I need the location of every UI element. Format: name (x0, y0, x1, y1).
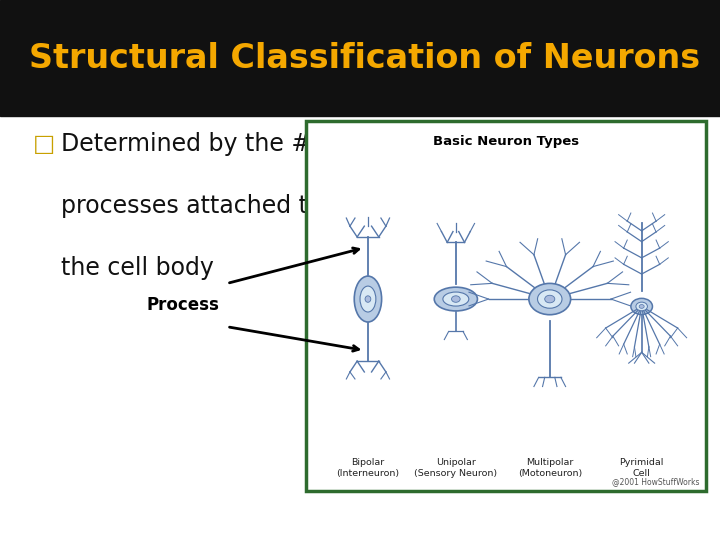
Text: Pyrimidal
Cell: Pyrimidal Cell (619, 458, 664, 478)
Bar (0, 0, 720, 116)
Text: Process: Process (147, 296, 220, 314)
Bar (306, 122, 706, 491)
Ellipse shape (538, 290, 562, 308)
Ellipse shape (636, 302, 647, 310)
Text: Unipolar
(Sensory Neuron): Unipolar (Sensory Neuron) (414, 458, 498, 478)
Ellipse shape (434, 287, 477, 311)
Text: processes attached to: processes attached to (61, 194, 323, 218)
Ellipse shape (360, 286, 376, 312)
Text: Structural Classification of Neurons: Structural Classification of Neurons (29, 42, 700, 75)
Text: Determined by the #: Determined by the # (61, 132, 311, 156)
Text: □: □ (32, 132, 55, 156)
Ellipse shape (631, 298, 652, 314)
Ellipse shape (639, 305, 644, 308)
Ellipse shape (451, 296, 460, 302)
Ellipse shape (354, 276, 382, 322)
Text: @2001 HowStuffWorks: @2001 HowStuffWorks (612, 477, 700, 486)
Ellipse shape (529, 284, 571, 315)
Text: Basic Neuron Types: Basic Neuron Types (433, 135, 579, 148)
Ellipse shape (443, 292, 469, 306)
Ellipse shape (365, 296, 371, 302)
Text: Bipolar
(Interneuron): Bipolar (Interneuron) (336, 458, 400, 478)
Text: Multipolar
(Motoneuron): Multipolar (Motoneuron) (518, 458, 582, 478)
Text: the cell body: the cell body (61, 256, 214, 280)
Ellipse shape (545, 295, 555, 303)
